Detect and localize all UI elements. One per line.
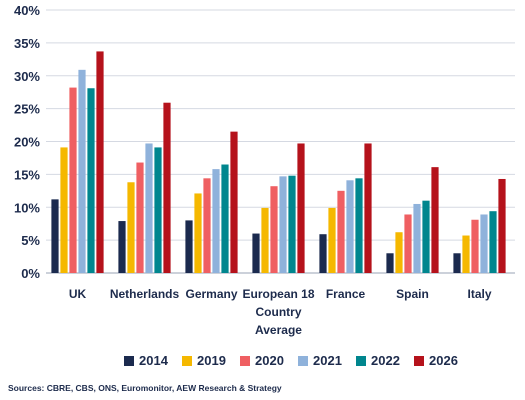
- bar-2014-4: [319, 234, 327, 273]
- bar-2014-2: [185, 220, 193, 273]
- source-note: Sources: CBRE, CBS, ONS, Euromonitor, AE…: [8, 383, 282, 393]
- bar-2026-2: [230, 131, 238, 273]
- y-tick-label: 5%: [21, 233, 40, 248]
- bar-2026-1: [163, 102, 171, 274]
- bar-2014-6: [453, 253, 461, 273]
- bar-2014-0: [51, 199, 59, 273]
- bar-2022-2: [221, 164, 229, 273]
- legend-label: 2021: [313, 353, 342, 368]
- bar-2019-3: [261, 207, 269, 273]
- bar-2022-1: [154, 147, 162, 273]
- bar-2021-4: [346, 180, 354, 273]
- x-category-label: Italy: [467, 287, 491, 301]
- bar-2020-0: [69, 87, 77, 274]
- legend-swatch-2020: [240, 356, 250, 366]
- bar-2026-4: [364, 143, 372, 273]
- legend-label: 2019: [197, 353, 226, 368]
- legend-swatch-2026: [414, 356, 424, 366]
- bar-2014-5: [386, 253, 394, 273]
- y-axis-tick-labels: 0% 5% 10% 15% 20% 25% 30% 35% 40%: [14, 3, 40, 281]
- y-tick-label: 10%: [14, 200, 40, 215]
- bar-2022-3: [288, 175, 296, 273]
- legend-swatch-2019: [182, 356, 192, 366]
- bar-2026-5: [431, 167, 439, 273]
- y-tick-label: 0%: [21, 266, 40, 281]
- bar-2020-5: [404, 214, 412, 273]
- x-category-label: Netherlands: [110, 287, 180, 301]
- bar-2019-6: [462, 235, 470, 273]
- x-axis-category-labels: UK Netherlands Germany European 18 Country Av…: [69, 287, 492, 337]
- bars: [51, 51, 506, 274]
- bar-2020-6: [471, 219, 479, 273]
- y-tick-label: 40%: [14, 3, 40, 18]
- legend-swatch-2014: [124, 356, 134, 366]
- bar-2019-0: [60, 147, 68, 273]
- legend-label: 2026: [429, 353, 458, 368]
- legend-label: 2022: [371, 353, 400, 368]
- bar-2020-4: [337, 190, 345, 273]
- y-tick-label: 30%: [14, 69, 40, 84]
- bar-2021-5: [413, 203, 421, 273]
- bar-2021-3: [279, 176, 287, 273]
- bar-2021-1: [145, 143, 153, 273]
- legend-swatch-2021: [298, 356, 308, 366]
- x-category-label: France: [326, 287, 366, 301]
- y-tick-label: 20%: [14, 135, 40, 150]
- bar-2014-3: [252, 233, 260, 273]
- bar-2026-6: [498, 178, 506, 273]
- bar-2019-5: [395, 232, 403, 273]
- bar-2022-4: [355, 178, 363, 273]
- x-category-label: Country: [256, 305, 302, 319]
- bar-2020-1: [136, 162, 144, 273]
- bar-2022-0: [87, 88, 95, 274]
- bar-2022-6: [489, 211, 497, 273]
- bar-2019-4: [328, 207, 336, 273]
- bar-2026-0: [96, 51, 104, 273]
- bar-2019-2: [194, 193, 202, 273]
- bar-2020-3: [270, 186, 278, 273]
- y-tick-label: 25%: [14, 102, 40, 117]
- y-tick-label: 15%: [14, 167, 40, 182]
- bar-2014-1: [118, 221, 126, 273]
- x-category-label: European 18: [242, 287, 314, 301]
- bar-2022-5: [422, 200, 430, 273]
- legend-label: 2014: [139, 353, 169, 368]
- x-category-label: Average: [255, 323, 302, 337]
- y-tick-label: 35%: [14, 36, 40, 51]
- x-category-label: Germany: [185, 287, 237, 301]
- bar-2021-6: [480, 214, 488, 273]
- legend-label: 2020: [255, 353, 284, 368]
- bar-2021-0: [78, 69, 86, 274]
- bar-2026-3: [297, 143, 305, 273]
- legend-swatch-2022: [356, 356, 366, 366]
- legend: 2014 2019 2020 2021 2022 2026: [124, 353, 458, 368]
- bar-2020-2: [203, 178, 211, 273]
- bar-2019-1: [127, 182, 135, 273]
- x-category-label: Spain: [396, 287, 429, 301]
- x-category-label: UK: [69, 287, 87, 301]
- bar-2021-2: [212, 169, 220, 273]
